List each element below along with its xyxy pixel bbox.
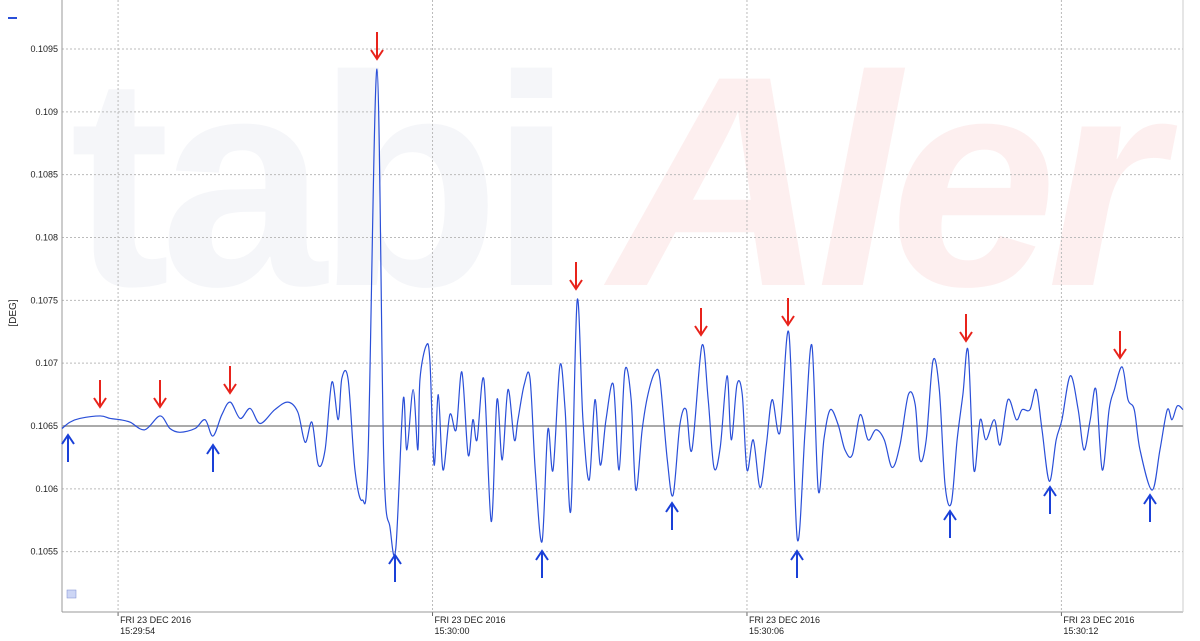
y-tick-label: 0.1055: [30, 547, 58, 557]
data-line: [61, 68, 1184, 557]
x-tick-date: FRI 23 DEC 2016: [120, 615, 191, 625]
annotation-arrow-head: [223, 383, 237, 395]
annotation-arrow-head: [153, 397, 167, 409]
icon: [66, 589, 77, 599]
annotation-arrow-head: [370, 49, 384, 61]
y-tick-label: 0.1075: [30, 295, 58, 305]
annotation-arrow-head: [781, 315, 795, 327]
x-tick-label: 15:30:06: [749, 626, 784, 636]
watermark-text: Aler: [601, 13, 1178, 349]
y-tick-label: 0.107: [35, 358, 58, 368]
x-tick-date: FRI 23 DEC 2016: [435, 615, 506, 625]
y-tick-label: 0.1095: [30, 44, 58, 54]
annotation-arrow-head: [93, 397, 107, 409]
y-tick-label: 0.1085: [30, 170, 58, 180]
annotation-arrow-head: [569, 279, 583, 291]
annotation-arrow-head: [535, 549, 549, 561]
x-tick-date: FRI 23 DEC 2016: [749, 615, 820, 625]
x-tick-label: 15:29:54: [120, 626, 155, 636]
annotation-arrow-head: [790, 549, 804, 561]
y-tick-label: 0.106: [35, 484, 58, 494]
x-tick-label: 15:30:12: [1063, 626, 1098, 636]
x-tick-date: FRI 23 DEC 2016: [1063, 615, 1134, 625]
y-axis-label: [DEG]: [8, 299, 19, 326]
annotation-arrow-head: [694, 325, 708, 337]
annotation-arrow-head: [388, 553, 402, 565]
annotation-arrow-head: [1143, 493, 1157, 505]
y-tick-label: 0.109: [35, 107, 58, 117]
annotation-arrow-head: [206, 443, 220, 455]
y-tick-label: 0.108: [35, 233, 58, 243]
annotation-arrow-head: [665, 501, 679, 513]
annotation-arrow-head: [61, 433, 75, 445]
y-tick-label: 0.1065: [30, 421, 58, 431]
annotation-arrow-head: [943, 509, 957, 521]
annotation-arrow-head: [1113, 348, 1127, 360]
annotation-arrow-head: [959, 331, 973, 343]
annotation-arrow-head: [1043, 485, 1057, 497]
x-tick-label: 15:30:00: [435, 626, 470, 636]
watermark-text: tabi: [70, 13, 563, 349]
watermark: tabi Aler: [70, 13, 1188, 349]
legend-dash: [8, 17, 17, 19]
